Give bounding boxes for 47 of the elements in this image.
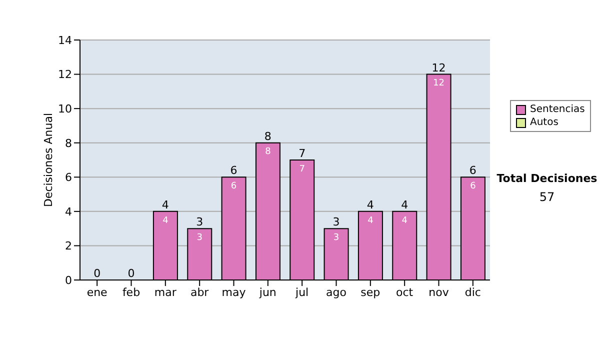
x-tick-label: dic: [464, 286, 481, 299]
x-tick-label: mar: [154, 286, 177, 299]
legend-label: Sentencias: [530, 103, 585, 116]
total-label: 8: [264, 130, 272, 143]
data-label: 7: [299, 164, 305, 174]
y-tick-label: 6: [65, 171, 72, 184]
y-tick-label: 12: [58, 68, 72, 82]
x-tick-label: nov: [428, 286, 450, 299]
data-label: 6: [470, 182, 476, 192]
x-tick-label: feb: [122, 286, 140, 299]
data-label: 6: [230, 182, 237, 192]
text: Total Decisiones: [496, 172, 598, 185]
total-label: 0: [94, 267, 101, 280]
x-tick-label: may: [222, 286, 246, 299]
y-tick-label: 0: [65, 274, 72, 287]
y-tick-label: 14: [58, 34, 72, 47]
total-label: 4: [162, 198, 169, 212]
total-label: 3: [332, 216, 340, 229]
total-label: 7: [298, 147, 306, 160]
y-tick-label: 10: [58, 102, 72, 116]
data-label: 4: [402, 216, 408, 226]
total-label: 12: [432, 61, 446, 74]
total-label: 3: [196, 216, 204, 229]
y-tick-label: 8: [65, 136, 72, 150]
x-tick-label: ene: [86, 286, 108, 299]
x-tick-label: abr: [190, 286, 210, 299]
x-tick-label: jul: [294, 286, 309, 299]
data-label: 8: [265, 147, 272, 158]
total-label: 6: [469, 164, 476, 178]
total-label: 0: [128, 267, 135, 280]
data-label: 3: [333, 232, 340, 243]
data-label: 4: [162, 216, 169, 226]
legend-label: Autos: [530, 116, 558, 129]
x-tick-label: jun: [258, 286, 276, 299]
total-label: 6: [230, 164, 238, 178]
data-label: 3: [196, 232, 202, 243]
y-tick-label: 2: [65, 240, 72, 253]
data-label: 12: [433, 78, 445, 89]
text: 57: [538, 190, 556, 204]
x-tick-label: ago: [326, 286, 347, 299]
x-tick-label: sep: [360, 286, 380, 299]
x-tick-label: oct: [396, 286, 414, 299]
y-tick-label: 4: [65, 205, 72, 218]
total-label: 4: [366, 198, 374, 212]
total-label: 4: [401, 198, 408, 212]
data-label: 4: [368, 216, 374, 226]
y-axis-title: Decisiones Anual: [42, 112, 55, 208]
